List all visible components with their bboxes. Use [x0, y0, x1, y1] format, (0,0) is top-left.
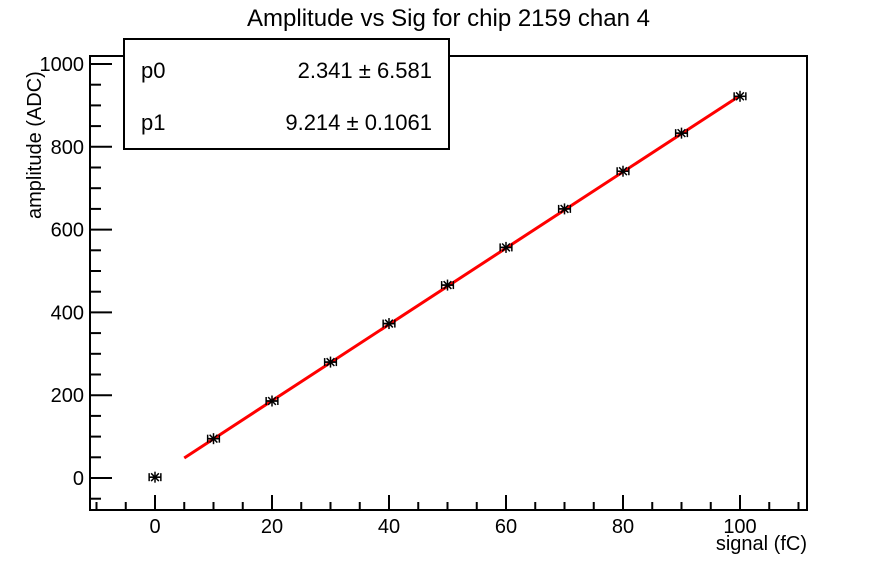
param-name: p1: [141, 110, 166, 135]
data-point: [499, 241, 513, 253]
asterisk-marker-stroke: [560, 204, 569, 214]
param-value: 2.341 ± 6.581: [297, 58, 432, 83]
data-point: [265, 395, 279, 407]
asterisk-marker-stroke: [677, 128, 686, 138]
data-point: [323, 356, 338, 368]
data-point: [674, 127, 689, 139]
stats-row-p0: p0 2.341 ± 6.581: [125, 45, 448, 97]
y-tick-label: 600: [51, 220, 84, 242]
y-tick-label: 1000: [40, 54, 85, 76]
data-point: [440, 279, 455, 291]
x-tick-label: 20: [261, 516, 283, 538]
fit-stats-box: p0 2.341 ± 6.581 p1 9.214 ± 0.1061: [123, 38, 450, 150]
data-point: [148, 471, 162, 483]
asterisk-marker-stroke: [384, 319, 394, 328]
data-point: [557, 203, 572, 215]
asterisk-marker-stroke: [267, 396, 277, 406]
x-tick-label: 80: [612, 516, 634, 538]
asterisk-marker-stroke: [735, 91, 745, 101]
fit-line: [183, 94, 741, 460]
x-tick-label: 60: [495, 516, 517, 538]
x-tick-label: 100: [723, 516, 756, 538]
asterisk-marker-stroke: [618, 166, 628, 176]
y-tick-label: 400: [51, 302, 84, 324]
x-tick-label: 0: [149, 516, 160, 538]
x-axis-title: signal (fC): [715, 533, 807, 555]
stats-row-p1: p1 9.214 ± 0.1061: [125, 97, 448, 149]
asterisk-marker-stroke: [501, 242, 511, 252]
asterisk-marker-stroke: [150, 472, 160, 482]
asterisk-marker-stroke: [326, 357, 335, 367]
asterisk-marker-stroke: [209, 434, 218, 444]
data-point: [616, 165, 630, 177]
y-tick-label: 800: [51, 137, 84, 159]
param-name: p0: [141, 58, 166, 83]
data-point: [733, 90, 747, 102]
asterisk-marker-stroke: [443, 280, 452, 290]
data-point: [382, 318, 396, 330]
y-tick-label: 200: [51, 385, 84, 407]
y-axis-title: amplitude (ADC): [24, 71, 46, 219]
y-tick-label: 0: [73, 468, 84, 490]
x-tick-label: 40: [378, 516, 400, 538]
param-value: 9.214 ± 0.1061: [285, 110, 432, 135]
data-point: [206, 433, 221, 445]
plot-title: Amplitude vs Sig for chip 2159 chan 4: [247, 5, 650, 32]
